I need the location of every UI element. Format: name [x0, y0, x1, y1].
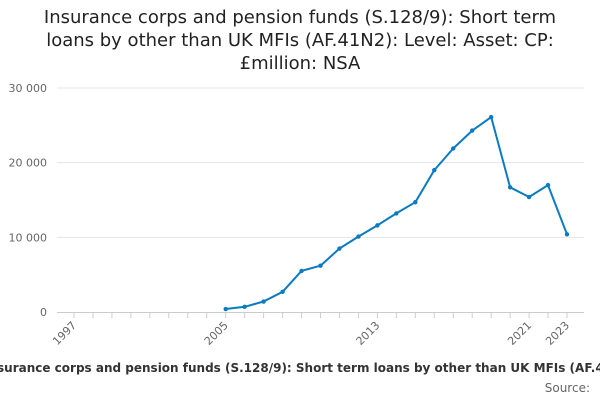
source-credit: Source:	[544, 381, 590, 395]
x-tick-label: 2021	[505, 319, 534, 348]
x-tick-label: 1997	[50, 319, 79, 348]
data-point[interactable]	[451, 146, 456, 151]
chart-title: Insurance corps and pension funds (S.128…	[43, 7, 557, 74]
y-tick-label: 0	[40, 306, 47, 319]
data-point[interactable]	[432, 167, 437, 173]
data-point[interactable]	[356, 234, 361, 239]
grid-lines	[57, 87, 584, 238]
data-point[interactable]	[526, 194, 532, 200]
data-point[interactable]	[375, 223, 380, 228]
x-tick-label: 2013	[354, 319, 383, 348]
data-point[interactable]	[337, 246, 342, 251]
y-tick-label: 10 000	[9, 231, 48, 244]
data-point[interactable]	[261, 299, 266, 304]
legend: Insurance corps and pension funds (S.128…	[0, 361, 600, 379]
x-axis	[57, 312, 584, 318]
data-point[interactable]	[242, 304, 247, 309]
y-tick-label: 20 000	[9, 157, 48, 170]
data-point[interactable]	[564, 232, 570, 237]
data-point[interactable]	[413, 200, 418, 205]
x-tick-label: 2005	[202, 319, 231, 348]
data-point[interactable]	[488, 114, 494, 120]
data-point[interactable]	[299, 268, 304, 274]
legend-series-label: Insurance corps and pension funds (S.128…	[0, 361, 600, 375]
data-point[interactable]	[280, 289, 285, 295]
x-tick-label: 2023	[543, 319, 572, 348]
data-point[interactable]	[545, 182, 551, 188]
series-group	[223, 114, 570, 312]
y-axis-tick-labels: 0 10 000 20 000 30 000	[9, 82, 48, 319]
data-point[interactable]	[507, 185, 513, 190]
x-axis-tick-labels: 1997 2005 2013 2021 2023	[50, 319, 572, 348]
data-point[interactable]	[469, 128, 475, 133]
y-tick-label: 30 000	[9, 82, 48, 95]
data-point[interactable]	[318, 263, 323, 268]
data-point[interactable]	[394, 211, 399, 216]
data-point[interactable]	[223, 306, 228, 312]
